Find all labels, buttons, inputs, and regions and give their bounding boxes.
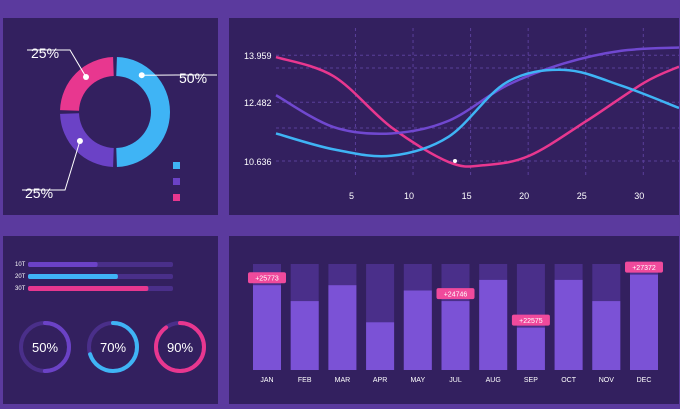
x-tick-label: NOV: [599, 377, 615, 384]
column-bar: [441, 301, 470, 370]
column-bar: [366, 322, 395, 370]
value-tag-text: +25773: [255, 276, 279, 283]
legend-swatch: [173, 162, 180, 169]
bar-fill: [28, 286, 149, 291]
ring-label: 90%: [167, 340, 193, 355]
donut-leader-dot: [82, 73, 89, 80]
x-tick-label: AUG: [486, 377, 501, 384]
x-tick-label: 5: [349, 191, 354, 201]
x-tick-label: SEP: [524, 377, 538, 384]
donut-label: 25%: [25, 185, 53, 201]
y-tick-label: 13.959: [244, 51, 272, 61]
ring-fill: [19, 321, 71, 373]
y-tick-label: 12.482: [244, 98, 272, 108]
value-tag-text: +27372: [632, 265, 656, 272]
value-tag: [248, 272, 286, 284]
donut-slice: [60, 57, 114, 111]
value-tag: [511, 314, 550, 326]
column-bar: [479, 279, 508, 370]
bar-label: 30T: [15, 286, 26, 292]
line-series: [275, 55, 679, 168]
column-bar: [290, 301, 319, 370]
x-tick-label: 10: [404, 191, 414, 201]
y-tick-label: 10.636: [244, 157, 272, 167]
x-tick-label: 30: [634, 191, 644, 201]
donut-slice: [116, 57, 170, 167]
line-chart-panel: 13.959 12.482 10.636 5 10 15 20 25 30: [229, 18, 679, 215]
donut-chart: 50% 25% 25%: [22, 45, 217, 201]
cursor-dot: [453, 159, 457, 163]
x-tick-label: 25: [577, 191, 587, 201]
ring-fill: [87, 321, 139, 373]
bar-fill: [28, 274, 118, 279]
column-bar: [403, 290, 432, 370]
value-tag-text: +24746: [444, 292, 468, 299]
column-chart: JAN FEB MAR APR MAY JUL AUG SEP OCT NOV DEC +25773 +…: [248, 261, 663, 384]
ring-label: 50%: [32, 340, 58, 355]
donut-label: 25%: [31, 45, 59, 61]
column-bar: [630, 274, 658, 370]
progress-panel: 10T 20T 30T 50% 70% 90%: [3, 236, 218, 404]
column-bar: [516, 327, 545, 370]
x-tick-label: 15: [462, 191, 472, 201]
x-tick-label: MAR: [335, 377, 351, 384]
x-tick-label: DEC: [637, 377, 652, 384]
donut-label: 50%: [179, 70, 207, 86]
line-series: [275, 46, 679, 136]
donut-leader-line: [27, 49, 87, 78]
donut-chart-panel: 50% 25% 25%: [3, 18, 218, 215]
x-tick-label: APR: [373, 377, 387, 384]
column-bar: [554, 279, 583, 370]
column-chart-panel: JAN FEB MAR APR MAY JUL AUG SEP OCT NOV DEC +25773 +…: [229, 236, 679, 404]
progress-chart: 10T 20T 30T 50% 70% 90%: [15, 262, 206, 373]
donut-leader-line: [22, 140, 81, 191]
x-tick-label: OCT: [561, 377, 577, 384]
line-chart: 13.959 12.482 10.636 5 10 15 20 25 30: [244, 28, 679, 201]
x-tick-label: JUL: [449, 377, 462, 384]
donut-slice: [60, 113, 114, 167]
legend-swatch: [173, 178, 180, 185]
bar-label: 20T: [15, 274, 26, 280]
x-tick-label: JAN: [260, 377, 273, 384]
x-tick-label: FEB: [298, 377, 312, 384]
column-bar: [328, 285, 357, 370]
x-tick-label: 20: [519, 191, 529, 201]
bar-label: 10T: [15, 262, 26, 268]
bar-fill: [28, 262, 98, 267]
value-tag: [625, 261, 663, 273]
value-tag-text: +22575: [519, 318, 543, 325]
ring-label: 70%: [100, 340, 126, 355]
column-bar: [592, 301, 621, 370]
column-bar: [253, 285, 281, 370]
value-tag: [436, 288, 475, 300]
ring-fill: [154, 321, 206, 373]
x-tick-label: MAY: [410, 377, 425, 384]
legend-swatch: [173, 194, 180, 201]
line-series: [275, 68, 679, 158]
